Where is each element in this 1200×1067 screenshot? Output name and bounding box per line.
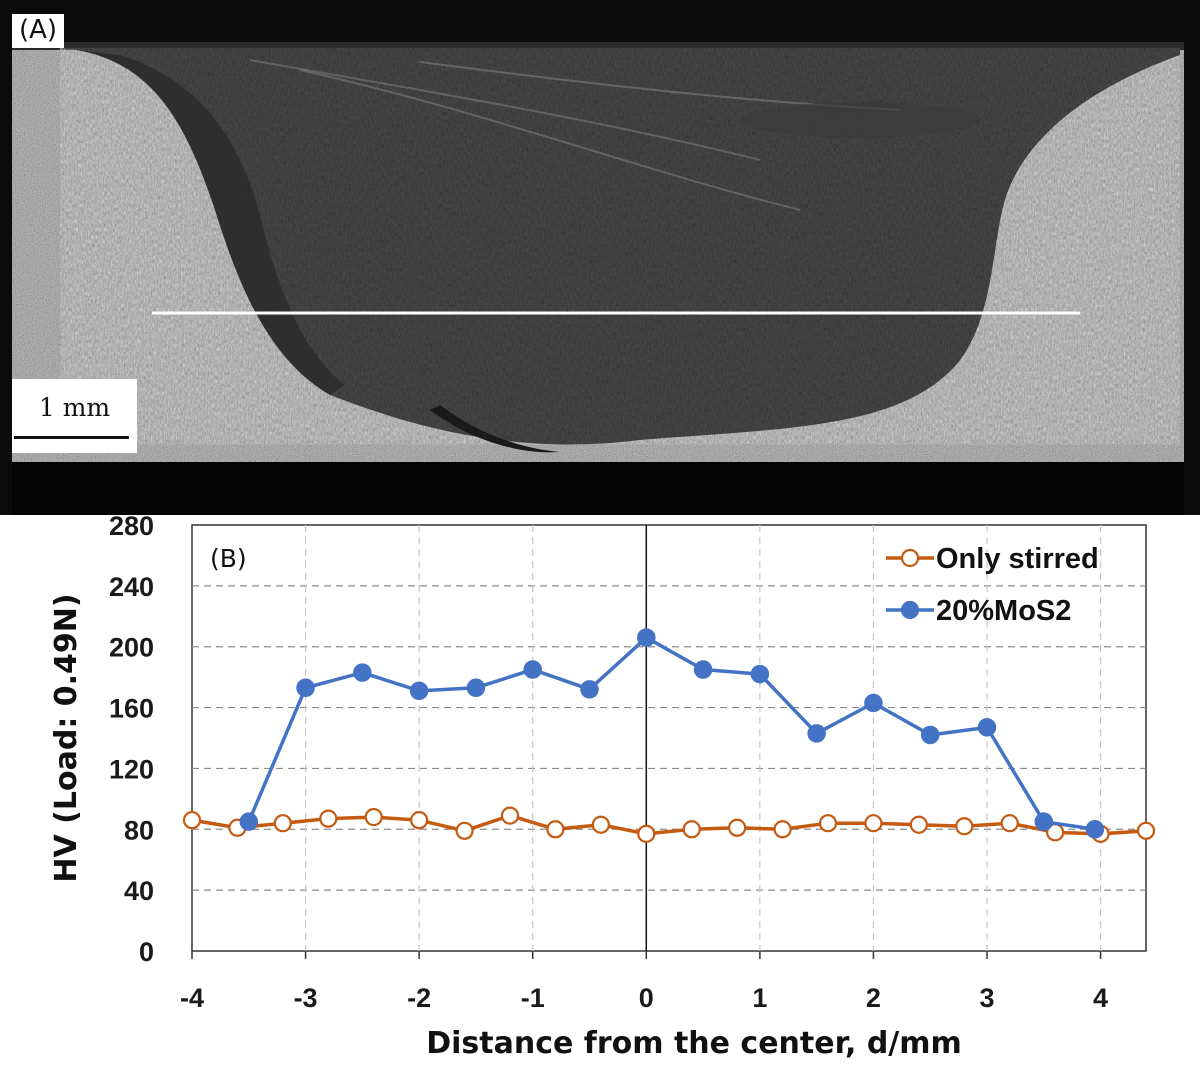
data-point	[977, 718, 997, 737]
data-point	[693, 660, 713, 679]
legend-entry: 20%MoS2	[886, 595, 1071, 627]
bottom-background	[12, 462, 1184, 515]
data-point	[466, 678, 486, 698]
x-tick-label: -2	[407, 983, 431, 1013]
data-point	[682, 820, 701, 839]
data-point	[364, 808, 383, 827]
data-point	[637, 628, 656, 647]
x-tick-label: 0	[639, 983, 654, 1013]
data-point	[920, 725, 940, 745]
y-tick-label: 240	[109, 572, 154, 602]
y-tick-label: 80	[124, 815, 154, 845]
legend-label: Only stirred	[936, 543, 1099, 575]
data-point	[239, 812, 259, 831]
data-point	[546, 820, 565, 839]
data-point	[1136, 821, 1156, 840]
data-point	[182, 811, 202, 830]
y-tick-label: 40	[124, 876, 154, 906]
x-tick-label: -4	[180, 983, 204, 1013]
data-point	[500, 806, 520, 825]
data-point	[523, 660, 542, 679]
data-point	[773, 820, 792, 839]
data-point	[580, 680, 599, 699]
data-point	[807, 724, 826, 743]
data-point	[637, 824, 656, 843]
data-point	[818, 814, 838, 833]
micrograph-panel: (A) 1 mm	[0, 0, 1200, 515]
data-point	[273, 814, 292, 833]
data-point	[864, 814, 883, 833]
series-layer	[182, 628, 1156, 843]
series-1	[182, 806, 1156, 843]
hardness-chart-panel: 0 40 80 120 160 200 240 280 -4 -3 -2 -1 0 1 2 3 4 (B) O…	[0, 515, 1200, 1067]
x-tick-label: -1	[521, 983, 545, 1013]
x-tick-label: 3	[979, 983, 994, 1013]
data-point	[591, 815, 610, 834]
panel-b-label: (B)	[210, 544, 247, 573]
stir-zone	[60, 48, 1180, 445]
x-axis-ticks: -4 -3 -2 -1 0 1 2 3 4	[180, 951, 1108, 1013]
scale-bar: 1 mm	[12, 379, 137, 453]
flow-line	[299, 69, 801, 211]
tmaz-band	[60, 48, 345, 395]
y-tick-label: 280	[109, 515, 154, 541]
panel-a-label: (A)	[12, 14, 65, 48]
y-axis-ticks: 0 40 80 120 160 200 240 280	[109, 515, 154, 967]
data-point	[750, 664, 770, 684]
legend-marker	[900, 600, 920, 620]
x-tick-label: 1	[752, 983, 767, 1013]
data-point	[296, 678, 315, 698]
legend: Only stirred 20%MoS2	[886, 543, 1099, 627]
data-point	[1034, 812, 1054, 831]
grid	[192, 525, 1146, 951]
plot-area	[191, 524, 1147, 952]
x-tick-label: -3	[294, 983, 318, 1013]
legend-entry: Only stirred	[886, 543, 1099, 575]
y-tick-label: 200	[109, 633, 154, 663]
data-point	[353, 663, 372, 682]
data-point	[728, 818, 747, 837]
hardness-chart: 0 40 80 120 160 200 240 280 -4 -3 -2 -1 0 1 2 3 4 (B) O…	[49, 515, 1156, 1061]
data-point	[955, 817, 974, 836]
x-tick-label: 2	[866, 983, 881, 1013]
data-point	[1000, 814, 1019, 833]
micrograph-image	[0, 0, 1200, 515]
flow-line	[249, 59, 761, 161]
y-tick-label: 0	[139, 937, 154, 967]
scale-bar-line	[14, 436, 129, 439]
data-point	[455, 821, 474, 840]
scale-bar-label: 1 mm	[38, 393, 111, 422]
data-point	[410, 811, 429, 830]
flow-swirl	[740, 102, 980, 138]
data-point	[1085, 820, 1105, 839]
data-point	[864, 693, 883, 713]
series-line	[191, 813, 1147, 836]
series-line	[247, 635, 1096, 832]
legend-marker	[900, 548, 920, 568]
y-tick-label: 120	[109, 754, 154, 784]
y-tick-label: 160	[109, 694, 154, 724]
data-point	[319, 809, 338, 828]
data-point	[909, 815, 928, 834]
legend-label: 20%MoS2	[936, 595, 1071, 627]
x-axis-title: Distance from the center, d/mm	[426, 1026, 962, 1061]
x-tick-label: 4	[1093, 983, 1108, 1013]
y-axis-title: HV (Load: 0.49N)	[49, 593, 84, 882]
root-defect	[430, 405, 560, 453]
series-2	[239, 628, 1105, 839]
data-point	[409, 681, 429, 701]
